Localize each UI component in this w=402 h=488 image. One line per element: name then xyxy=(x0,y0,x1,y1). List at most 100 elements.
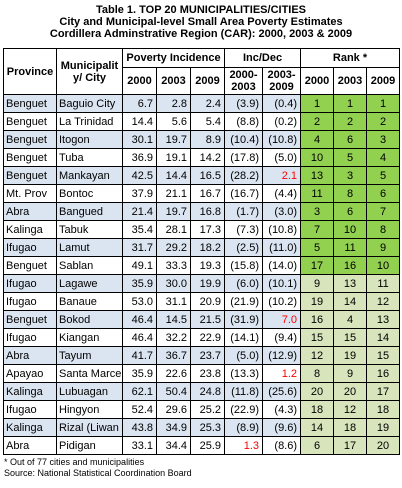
header-municipality: Municipalit y/ City xyxy=(56,48,123,95)
cell-poverty-2003: 28.1 xyxy=(156,220,191,239)
header-2009: 2009 xyxy=(189,67,226,95)
header-change-2000-2003: 2000-2003 xyxy=(224,67,264,95)
cell-change-2003-2009: (25.6) xyxy=(262,382,302,401)
cell-change-2003-2009: (4.4) xyxy=(262,184,302,203)
cell-poverty-2000: 41.7 xyxy=(122,346,157,365)
cell-change-2003-2009: (11.0) xyxy=(262,238,302,257)
cell-rank-2009: 9 xyxy=(366,238,401,257)
cell-poverty-2009: 23.7 xyxy=(189,346,226,365)
footnote-rank: * Out of 77 cities and municipalities xyxy=(4,457,145,467)
cell-poverty-2009: 25.2 xyxy=(189,400,226,419)
cell-change-2003-2009: 7.0 xyxy=(262,310,302,329)
cell-province: Ifugao xyxy=(3,400,57,419)
cell-rank-2000: 10 xyxy=(300,148,335,167)
cell-province: Kalinga xyxy=(3,220,57,239)
cell-rank-2003: 14 xyxy=(333,292,368,311)
cell-change-2000-2003: (5.0) xyxy=(224,346,264,365)
cell-province: Apayao xyxy=(3,364,57,383)
cell-rank-2003: 6 xyxy=(333,130,368,149)
cell-municipality: Lamut xyxy=(56,238,123,257)
cell-poverty-2000: 21.4 xyxy=(122,202,157,221)
cell-rank-2009: 20 xyxy=(366,436,401,455)
cell-rank-2003: 8 xyxy=(333,184,368,203)
cell-rank-2000: 13 xyxy=(300,166,335,185)
cell-change-2000-2003: (17.8) xyxy=(224,148,264,167)
cell-poverty-2000: 33.1 xyxy=(122,436,157,455)
header-inc-dec: Inc/Dec xyxy=(224,48,302,68)
cell-rank-2000: 6 xyxy=(300,436,335,455)
cell-change-2003-2009: (9.6) xyxy=(262,418,302,437)
title-line-3: Cordillera Adminstrative Region (CAR): 2… xyxy=(49,28,353,40)
cell-poverty-2000: 42.5 xyxy=(122,166,157,185)
cell-poverty-2000: 30.1 xyxy=(122,130,157,149)
cell-poverty-2003: 29.6 xyxy=(156,400,191,419)
cell-municipality: Lubuagan xyxy=(56,382,123,401)
cell-municipality: Kiangan xyxy=(56,328,123,347)
cell-rank-2003: 20 xyxy=(333,382,368,401)
cell-change-2000-2003: (8.9) xyxy=(224,418,264,437)
cell-poverty-2000: 31.7 xyxy=(122,238,157,257)
header-2003: 2003 xyxy=(156,67,191,95)
cell-poverty-2000: 46.4 xyxy=(122,310,157,329)
cell-rank-2009: 19 xyxy=(366,418,401,437)
cell-rank-2003: 5 xyxy=(333,148,368,167)
cell-change-2000-2003: (2.5) xyxy=(224,238,264,257)
cell-poverty-2003: 32.2 xyxy=(156,328,191,347)
cell-rank-2009: 7 xyxy=(366,202,401,221)
footnotes: * Out of 77 cities and municipalities So… xyxy=(4,457,402,479)
cell-poverty-2000: 6.7 xyxy=(122,94,157,113)
cell-change-2003-2009: 1.2 xyxy=(262,364,302,383)
cell-rank-2009: 4 xyxy=(366,148,401,167)
cell-province: Abra xyxy=(3,202,57,221)
cell-poverty-2009: 16.5 xyxy=(189,166,226,185)
cell-rank-2009: 1 xyxy=(366,94,401,113)
cell-rank-2000: 11 xyxy=(300,184,335,203)
cell-poverty-2000: 36.9 xyxy=(122,148,157,167)
cell-rank-2003: 10 xyxy=(333,220,368,239)
cell-change-2003-2009: (10.2) xyxy=(262,292,302,311)
cell-poverty-2009: 19.3 xyxy=(189,256,226,275)
cell-poverty-2003: 5.6 xyxy=(156,112,191,131)
cell-poverty-2009: 2.4 xyxy=(189,94,226,113)
table-row: Ifugao Hingyon 52.4 29.6 25.2 (22.9) (4.3) 18 12… xyxy=(3,400,401,419)
cell-poverty-2009: 22.9 xyxy=(189,328,226,347)
cell-rank-2000: 17 xyxy=(300,256,335,275)
cell-poverty-2000: 49.1 xyxy=(122,256,157,275)
cell-poverty-2003: 21.1 xyxy=(156,184,191,203)
cell-change-2000-2003: 1.3 xyxy=(224,436,264,455)
cell-poverty-2009: 8.9 xyxy=(189,130,226,149)
cell-rank-2003: 18 xyxy=(333,418,368,437)
poverty-table: Province Municipalit y/ City Poverty Inc… xyxy=(3,48,401,455)
cell-rank-2000: 4 xyxy=(300,130,335,149)
cell-poverty-2009: 17.3 xyxy=(189,220,226,239)
cell-poverty-2000: 35.9 xyxy=(122,274,157,293)
cell-rank-2009: 14 xyxy=(366,328,401,347)
cell-change-2003-2009: (3.0) xyxy=(262,202,302,221)
cell-change-2003-2009: (10.8) xyxy=(262,130,302,149)
cell-rank-2000: 12 xyxy=(300,346,335,365)
cell-poverty-2009: 19.9 xyxy=(189,274,226,293)
cell-poverty-2003: 19.1 xyxy=(156,148,191,167)
cell-municipality: La Trinidad xyxy=(56,112,123,131)
cell-province: Benguet xyxy=(3,94,57,113)
cell-poverty-2000: 43.8 xyxy=(122,418,157,437)
cell-poverty-2009: 14.2 xyxy=(189,148,226,167)
cell-poverty-2009: 16.8 xyxy=(189,202,226,221)
cell-poverty-2009: 24.8 xyxy=(189,382,226,401)
cell-rank-2003: 17 xyxy=(333,436,368,455)
table-row: Mt. Prov Bontoc 37.9 21.1 16.7 (16.7) (4.4) 11 8… xyxy=(3,184,401,203)
cell-rank-2009: 15 xyxy=(366,346,401,365)
cell-province: Kalinga xyxy=(3,418,57,437)
cell-poverty-2009: 25.3 xyxy=(189,418,226,437)
cell-poverty-2009: 5.4 xyxy=(189,112,226,131)
cell-change-2000-2003: (10.4) xyxy=(224,130,264,149)
cell-poverty-2009: 16.7 xyxy=(189,184,226,203)
cell-rank-2000: 15 xyxy=(300,328,335,347)
cell-poverty-2000: 35.9 xyxy=(122,364,157,383)
table-row: Benguet Baguio City 6.7 2.8 2.4 (3.9) (0.4) 1 1 1 xyxy=(3,94,401,113)
table-row: Ifugao Kiangan 46.4 32.2 22.9 (14.1) (9.4) 15 15… xyxy=(3,328,401,347)
cell-province: Benguet xyxy=(3,148,57,167)
cell-municipality: Hingyon xyxy=(56,400,123,419)
cell-poverty-2000: 53.0 xyxy=(122,292,157,311)
cell-change-2003-2009: (0.4) xyxy=(262,94,302,113)
